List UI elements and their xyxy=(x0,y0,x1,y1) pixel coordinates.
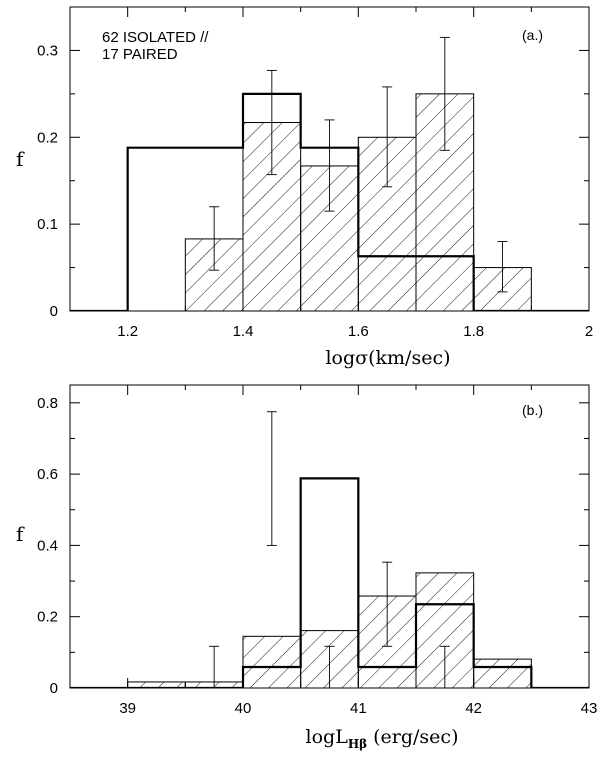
panel-a-ytick-label: 0.2 xyxy=(37,129,58,146)
panel-b-xlabel: logLHβ (erg/sec) xyxy=(306,726,459,751)
panel-b-frame xyxy=(69,384,590,689)
panel-a: 1.2 1.4 1.6 1.8 2 0 0.1 0.2 0.3 (a.) 62 ISOLATED… xyxy=(16,6,593,369)
panel-a-step-histogram xyxy=(70,92,589,311)
panel-b: 39 40 41 42 43 0 0.2 0.4 0.6 0.8 (b.) f logLHβ (er… xyxy=(16,384,598,751)
panel-a-xtick-label: 2 xyxy=(585,323,593,340)
panel-b-ytick-label: 0.2 xyxy=(37,609,58,626)
panel-a-xtick-label: 1.6 xyxy=(348,323,369,340)
panel-a-xlabel: logσ(km/sec) xyxy=(325,347,450,369)
panel-a-xtick-label: 1.2 xyxy=(117,323,138,340)
panel-b-xlabel-sub: Hβ xyxy=(348,737,367,751)
panel-a-error-bar xyxy=(497,241,508,293)
panel-b-ylabel: f xyxy=(16,522,25,546)
panel-a-error-bar xyxy=(324,119,335,212)
panel-b-hatched-bar xyxy=(473,658,532,688)
panel-b-xtick-label: 43 xyxy=(581,700,598,717)
panel-b-ytick-label: 0.8 xyxy=(37,395,58,412)
panel-a-ylabel: f xyxy=(16,147,25,171)
panel-b-ytick-label: 0.4 xyxy=(37,537,58,554)
panel-b-error-bar xyxy=(266,411,277,546)
panel-a-error-bar xyxy=(266,69,277,176)
panel-b-xtick-label: 39 xyxy=(119,700,136,717)
panel-b-xlabel-main: logL xyxy=(306,726,349,748)
panel-a-error-bar xyxy=(439,36,450,151)
panel-b-ytick-label: 0 xyxy=(50,680,58,697)
panel-b-error-bar xyxy=(382,561,393,647)
panel-b-xtick-label: 41 xyxy=(350,700,367,717)
panel-b-hatched-bar xyxy=(242,635,302,688)
panel-b-xtick-label: 42 xyxy=(465,700,482,717)
panel-a-ytick-label: 0.1 xyxy=(37,216,58,233)
panel-a-error-bar xyxy=(209,206,220,271)
panel-b-step-histogram xyxy=(70,477,589,688)
panel-a-xtick-label: 1.8 xyxy=(463,323,484,340)
sample-annotation-line2: 17 PAIRED xyxy=(102,46,178,63)
panel-a-ytick-label: 0 xyxy=(50,303,58,320)
panel-b-xtick-label: 40 xyxy=(235,700,252,717)
panel-b-xlabel-unit: (erg/sec) xyxy=(373,726,458,748)
panel-a-frame xyxy=(69,6,590,312)
panel-a-ytick-label: 0.3 xyxy=(37,42,58,59)
panel-b-ytick-label: 0.6 xyxy=(37,466,58,483)
panel-a-label: (a.) xyxy=(522,27,543,43)
panel-b-label: (b.) xyxy=(522,402,543,418)
sample-annotation-line1: 62 ISOLATED // xyxy=(102,29,209,46)
panel-a-error-bar xyxy=(382,86,393,188)
panel-a-xtick-label: 1.4 xyxy=(233,323,254,340)
